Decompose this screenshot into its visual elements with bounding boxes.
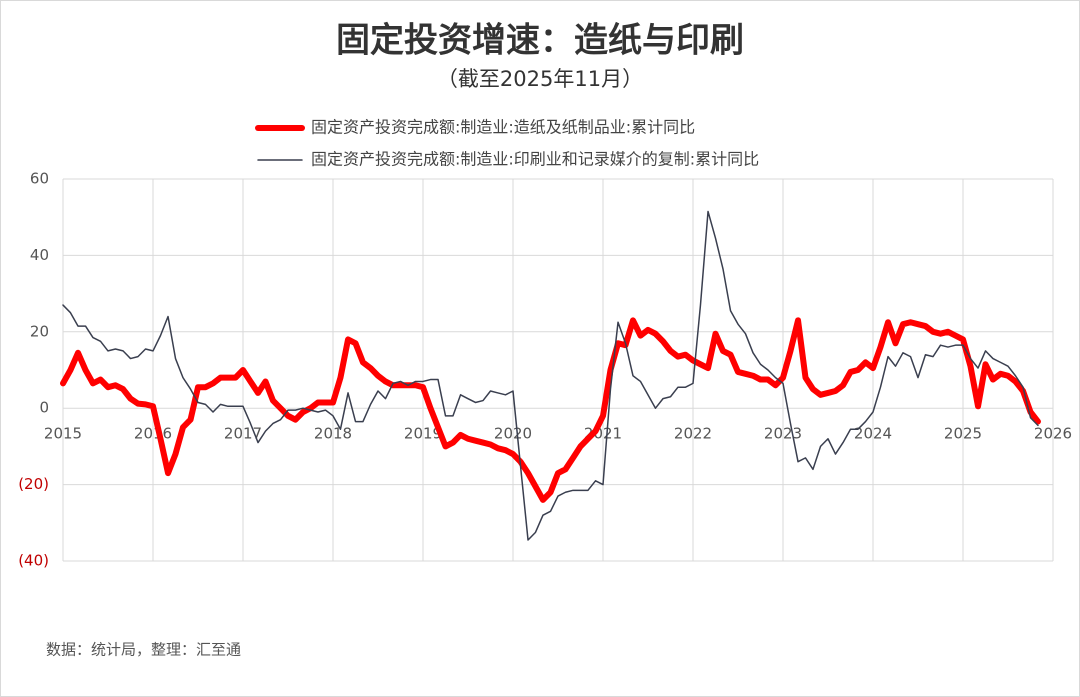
x-tick-label: 2016 (134, 425, 172, 443)
y-tick-label: 20 (30, 322, 49, 340)
series-line (62, 210, 1039, 541)
x-tick-label: 2015 (44, 425, 82, 443)
x-tick-label: 2019 (404, 425, 442, 443)
chart-title: 固定投资增速：造纸与印刷 (336, 21, 744, 61)
y-tick-label: 0 (39, 399, 49, 417)
y-tick-label: 60 (30, 170, 49, 188)
x-tick-label: 2024 (854, 425, 892, 443)
y-tick-label: (20) (18, 475, 49, 493)
x-tick-label: 2018 (314, 425, 352, 443)
series-line (60, 317, 1041, 503)
x-tick-label: 2025 (944, 425, 982, 443)
x-tick-label: 2026 (1034, 425, 1072, 443)
legend-label: 固定资产投资完成额:制造业:造纸及纸制品业:累计同比 (311, 118, 695, 137)
x-tick-label: 2023 (764, 425, 802, 443)
source-note: 数据：统计局，整理：汇至通 (46, 641, 241, 659)
x-tick-label: 2020 (494, 425, 532, 443)
chart-subtitle: （截至2025年11月） (437, 67, 643, 91)
legend-label: 固定资产投资完成额:制造业:印刷业和记录媒介的复制:累计同比 (311, 150, 759, 169)
y-tick-label: (40) (18, 552, 49, 570)
x-tick-label: 2022 (674, 425, 712, 443)
y-tick-label: 40 (30, 246, 49, 264)
